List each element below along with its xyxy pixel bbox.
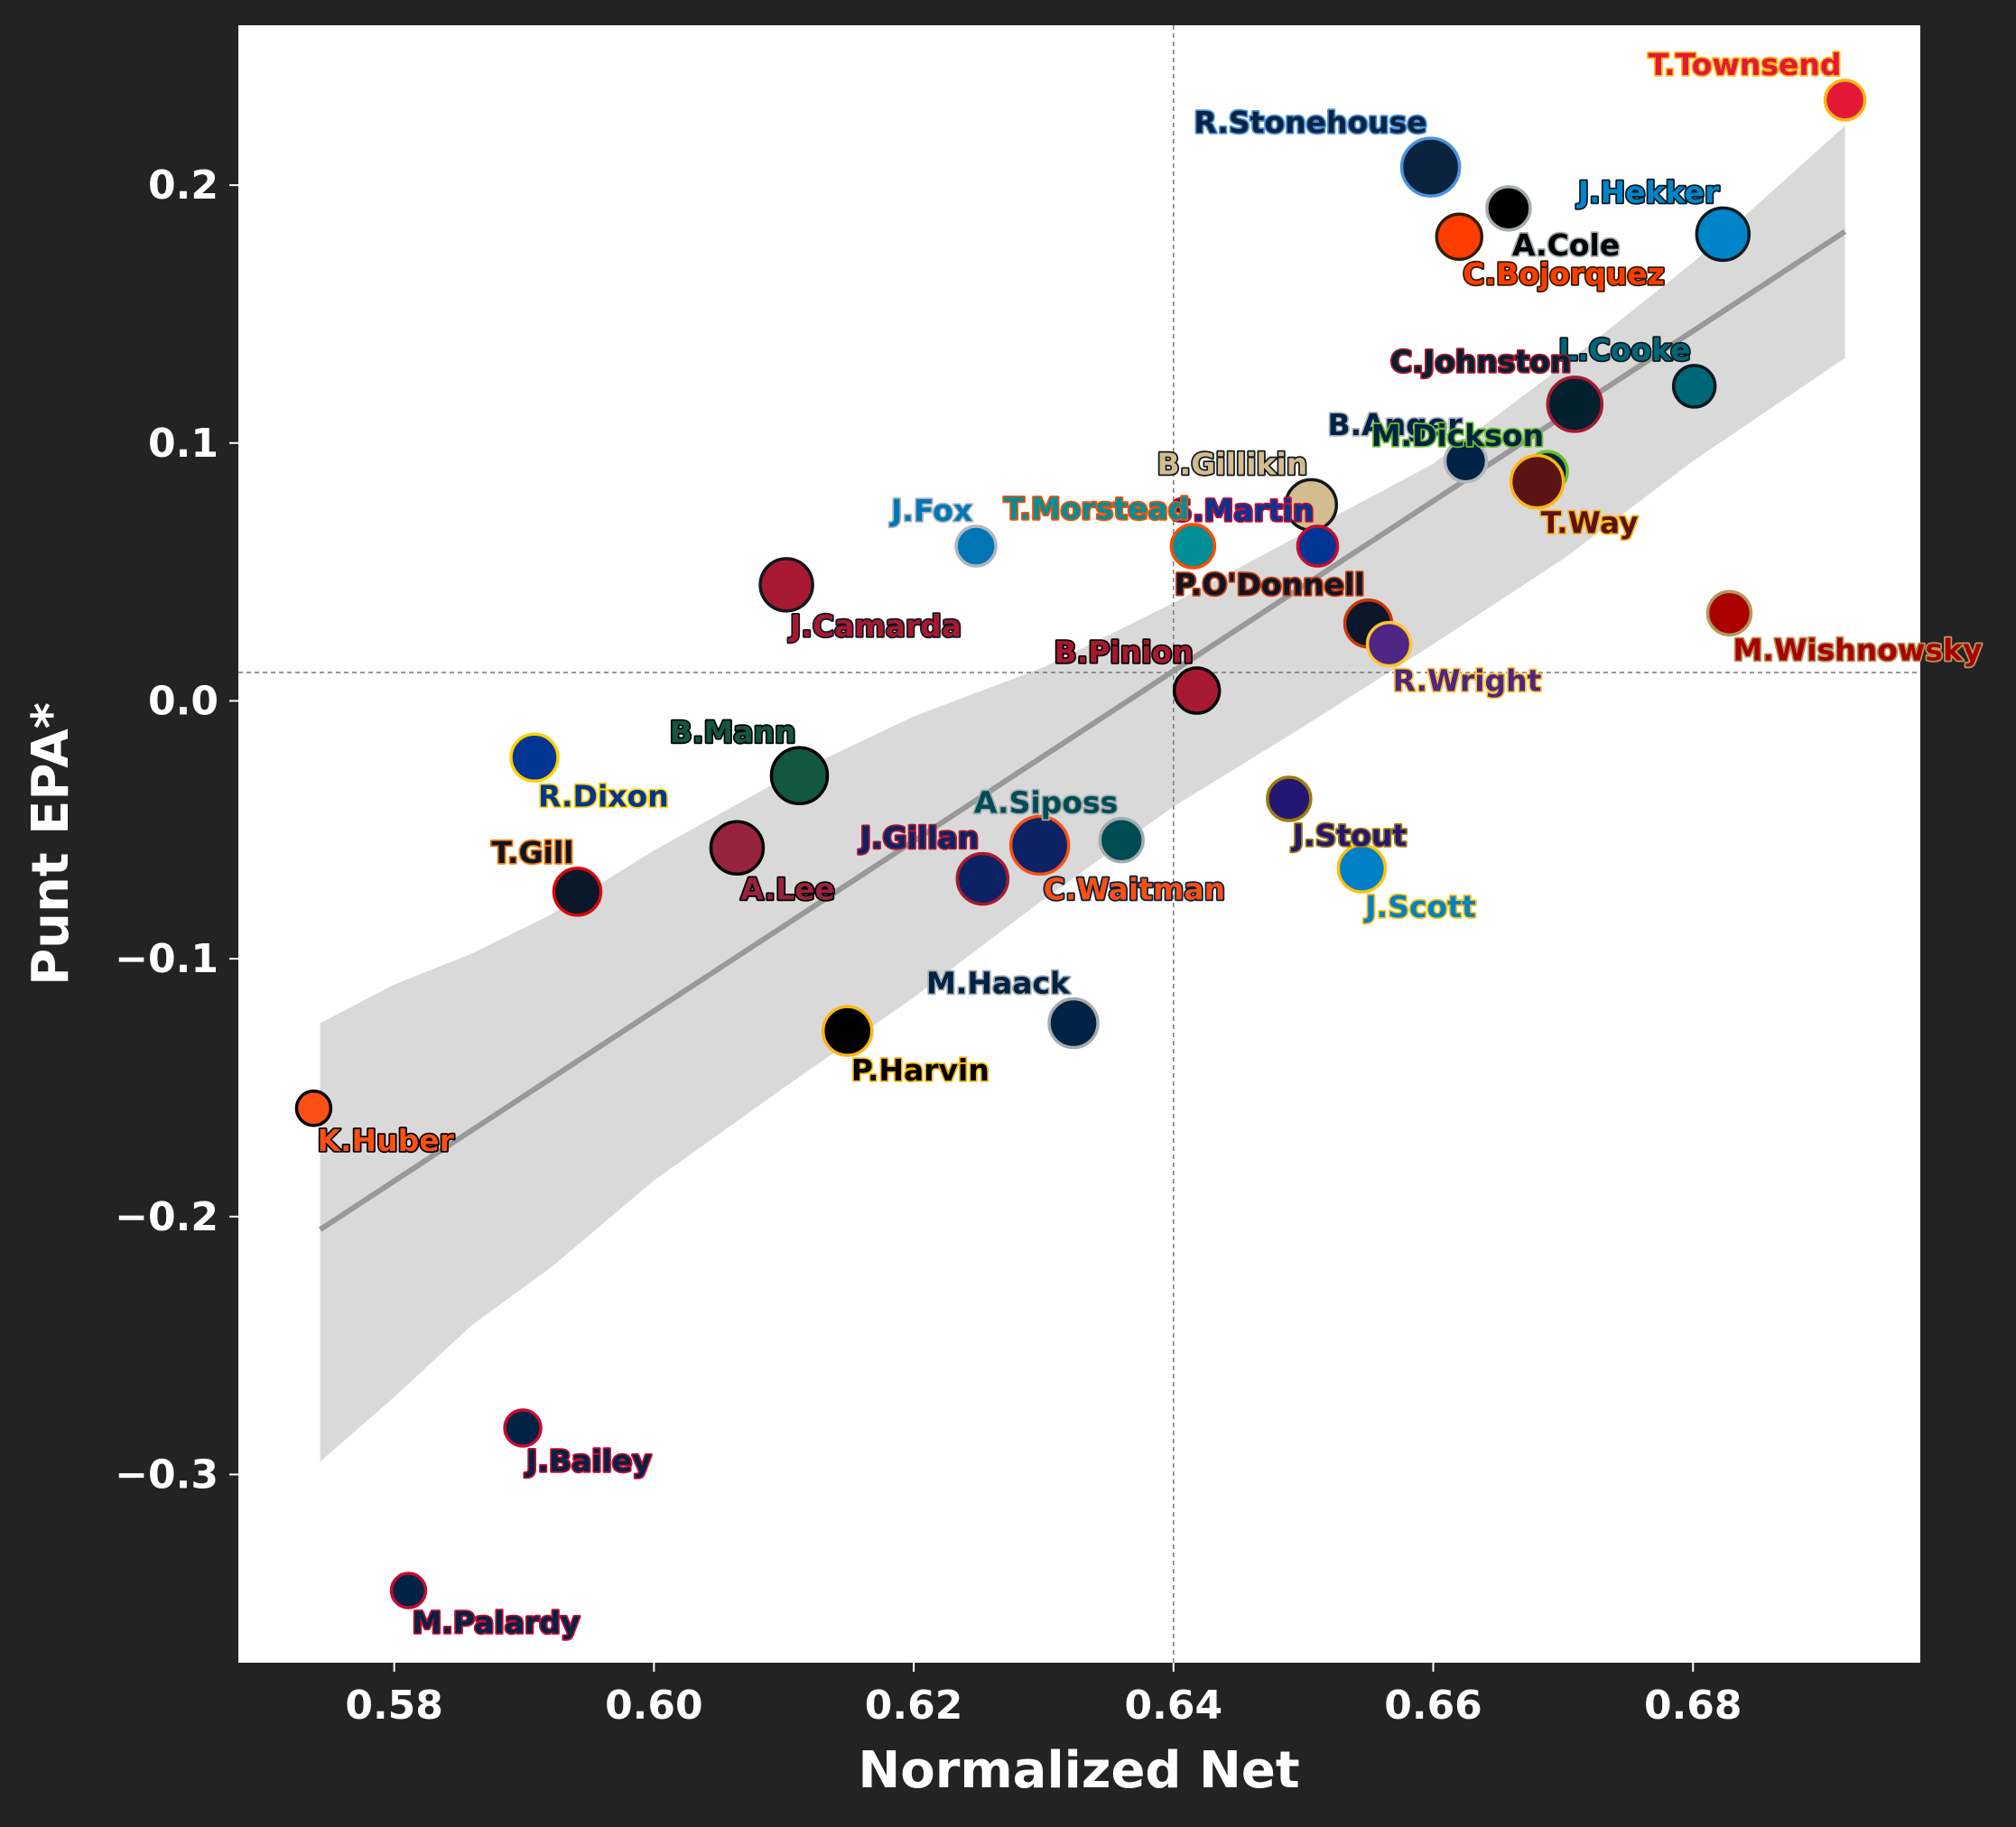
data-point <box>821 1005 874 1057</box>
x-tick-label: 0.58 <box>345 1683 443 1729</box>
point-label: T.Morstead <box>1004 491 1190 526</box>
data-point <box>1098 816 1146 864</box>
point-label: A.Cole <box>1512 227 1620 263</box>
point-label: K.Huber <box>317 1123 454 1158</box>
point-label: P.O'Donnell <box>1175 567 1365 602</box>
data-point <box>1695 206 1751 263</box>
y-tick-label: −0.3 <box>115 1451 218 1498</box>
data-points <box>294 79 1867 1609</box>
x-axis-ticks: 0.58 0.60 0.62 0.64 0.66 0.68 <box>345 1663 1742 1729</box>
point-label: J.Stout <box>1291 818 1407 853</box>
point-label: A.Siposs <box>974 785 1118 821</box>
data-point <box>1485 185 1532 232</box>
data-point <box>1296 524 1340 568</box>
y-tick-label: −0.1 <box>115 936 218 982</box>
data-point <box>503 1408 543 1448</box>
data-point <box>1671 364 1717 409</box>
x-tick-label: 0.64 <box>1125 1683 1223 1729</box>
point-label: M.Dickson <box>1371 418 1544 453</box>
data-point <box>1399 136 1462 198</box>
data-point <box>1435 212 1484 261</box>
point-label: R.Wright <box>1393 663 1542 699</box>
data-point <box>1509 453 1565 510</box>
data-point <box>1172 666 1222 715</box>
data-point <box>389 1572 428 1609</box>
data-point <box>758 557 814 613</box>
data-point <box>509 732 560 784</box>
data-point <box>1705 589 1753 637</box>
y-tick-label: −0.2 <box>115 1194 218 1240</box>
data-point <box>954 524 998 568</box>
point-label: C.Waitman <box>1044 871 1225 906</box>
data-point <box>955 851 1010 906</box>
point-label: B.Pinion <box>1054 635 1194 670</box>
mean-lines <box>238 25 1920 1663</box>
point-label: R.Dixon <box>538 778 669 813</box>
point-label: T.Way <box>1541 505 1639 541</box>
point-label: R.Stonehouse <box>1194 105 1426 140</box>
point-label: B.Anger <box>1327 407 1463 442</box>
data-point <box>1266 775 1313 822</box>
point-label: T.Gill <box>491 835 573 870</box>
y-axis-title: Punt EPA* <box>22 702 80 986</box>
y-axis-ticks: −0.3 −0.2 −0.1 0.0 0.1 0.2 <box>115 162 238 1498</box>
data-point <box>1169 523 1217 570</box>
point-label: A.Lee <box>740 871 834 906</box>
point-label: B.Gillikin <box>1157 446 1308 481</box>
point-label: J.Camarda <box>788 608 962 644</box>
data-point <box>1047 997 1100 1050</box>
point-label: J.Fox <box>889 493 972 528</box>
point-label: M.Haack <box>926 966 1071 1001</box>
data-point <box>1823 79 1867 122</box>
x-tick-label: 0.60 <box>605 1683 703 1729</box>
point-label: T.Townsend <box>1649 47 1842 82</box>
point-label: C.Johnston <box>1390 344 1571 379</box>
point-label: P.Harvin <box>851 1053 989 1088</box>
data-point <box>1365 620 1413 668</box>
x-tick-label: 0.68 <box>1644 1683 1742 1729</box>
x-tick-label: 0.62 <box>865 1683 963 1729</box>
y-tick-label: 0.2 <box>148 162 218 209</box>
data-point <box>769 746 830 806</box>
point-label: J.Scott <box>1363 889 1476 924</box>
point-label: L.Cooke <box>1558 332 1691 367</box>
data-point <box>709 820 766 876</box>
data-point <box>1008 814 1071 876</box>
y-tick-label: 0.0 <box>148 678 218 724</box>
data-point <box>294 1090 333 1127</box>
data-point <box>1546 376 1604 433</box>
point-label: S.Martin <box>1171 493 1314 528</box>
point-label: J.Hekker <box>1576 174 1720 209</box>
point-label: J.Gillan <box>859 821 980 856</box>
point-label: C.Bojorquez <box>1463 256 1665 292</box>
x-tick-label: 0.66 <box>1384 1683 1482 1729</box>
data-point <box>552 867 603 917</box>
y-tick-label: 0.1 <box>148 421 218 467</box>
point-label: M.Wishnowsky <box>1733 632 1983 667</box>
data-point <box>1336 843 1388 894</box>
point-label: M.Palardy <box>412 1605 580 1640</box>
point-label: J.Bailey <box>525 1443 652 1479</box>
x-axis-title: Normalized Net <box>858 1741 1299 1800</box>
point-label: B.Mann <box>670 714 796 749</box>
data-point <box>1443 439 1489 484</box>
